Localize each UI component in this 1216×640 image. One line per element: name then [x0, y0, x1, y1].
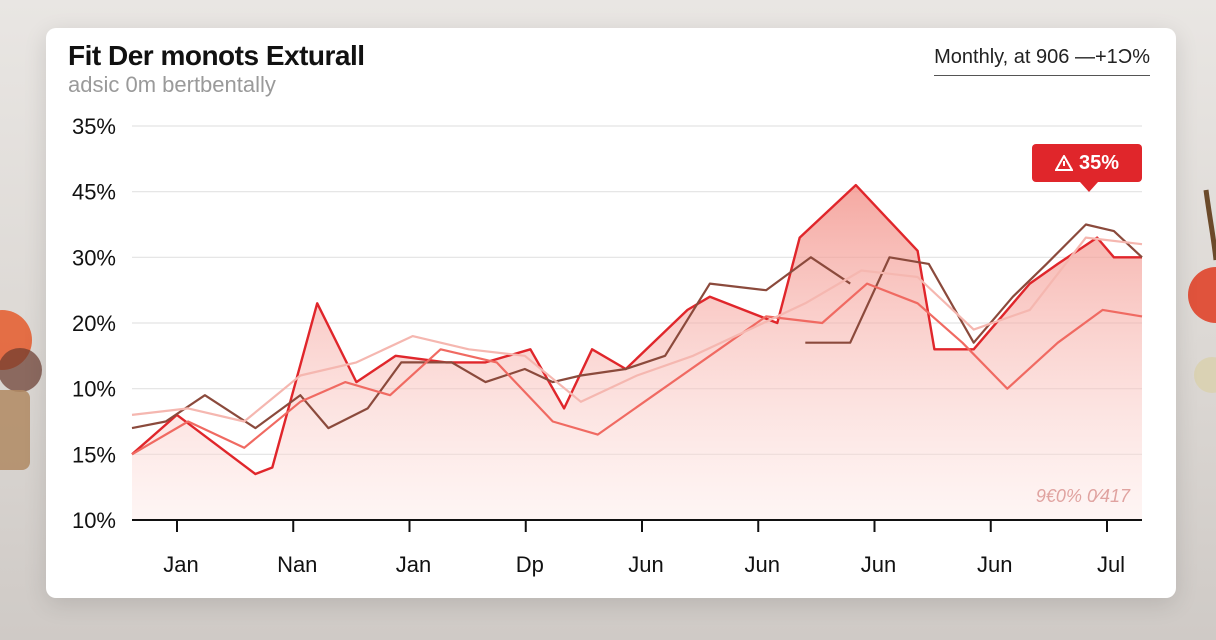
y-tick-label: 45%: [72, 180, 116, 205]
y-tick-label: 30%: [72, 245, 116, 270]
chart-title: Fit Der monots Exturall: [68, 40, 365, 71]
x-tick-label: Jan: [163, 552, 198, 577]
background-food-left: [0, 280, 50, 500]
badge-label: 35%: [1078, 151, 1120, 174]
background-food-right: [1186, 180, 1216, 420]
series-line-4: [131, 236, 1143, 423]
series-line-2: [805, 223, 1143, 344]
series-line-1: [131, 256, 851, 430]
x-tick-label: Nan: [277, 552, 317, 577]
y-tick-label: 15%: [72, 442, 116, 467]
series-area-0: [132, 185, 1142, 520]
x-tick-label: Jun: [745, 552, 780, 577]
x-tick-label: Dp: [516, 552, 544, 577]
x-tick-label: Jan: [396, 552, 431, 577]
x-tick-label: Jun: [977, 552, 1012, 577]
value-badge: 35%: [1032, 144, 1142, 192]
chart-card: Fit Der monots Exturall adsic 0m bertben…: [46, 28, 1176, 598]
y-tick-label: 10%: [72, 508, 116, 533]
y-tick-label: 20%: [72, 311, 116, 336]
x-tick-label: Jul: [1097, 552, 1125, 577]
chart-subtitle: adsic 0m bertbentally: [68, 72, 276, 97]
footnote: 9€0% 0⁄417: [1035, 486, 1130, 506]
series-line-3: [131, 282, 1143, 456]
line-area-chart: 10% 15% 10% 20% 30% 45% 35% Jan Nan Jan Dp Jun Jun Ju…: [72, 114, 1143, 577]
y-tick-label: 10%: [72, 377, 116, 402]
warning-triangle-icon: [1054, 155, 1073, 171]
series-line-0: [131, 183, 1142, 476]
legend-note: Monthly, at 906 —+1Ͻ%: [934, 46, 1150, 76]
x-tick-label: Jun: [628, 552, 663, 577]
y-tick-label: 35%: [72, 114, 116, 139]
x-tick-label: Jun: [861, 552, 896, 577]
